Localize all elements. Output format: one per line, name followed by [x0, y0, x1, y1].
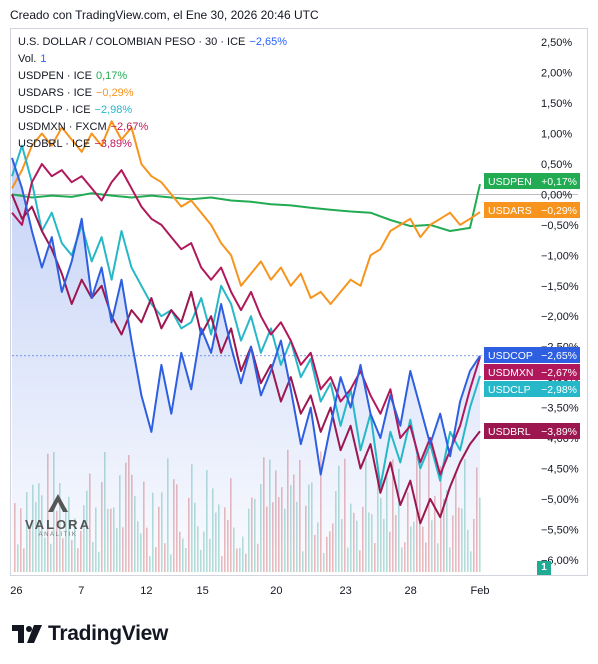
legend-row-1: USDARS · ICE −0,29%	[18, 85, 287, 102]
y-tick-label: −1,50%	[541, 281, 579, 293]
series-line-usdcop	[11, 157, 481, 476]
legend-main-symbol: U.S. DOLLAR / COLOMBIAN PESO · 30 · ICE	[18, 36, 246, 48]
series-line-usdars	[11, 120, 481, 305]
tradingview-icon	[12, 625, 42, 643]
price-label-symbol: USDARS	[488, 205, 532, 217]
series-lines	[11, 120, 578, 525]
legend-change: −0,29%	[95, 87, 134, 99]
price-label-value: −2,67%	[541, 367, 577, 379]
y-tick-label: −5,50%	[541, 524, 579, 536]
x-tick-label: 15	[197, 585, 209, 597]
price-label-bg	[484, 347, 580, 363]
tradingview-brand: TradingView	[48, 622, 169, 645]
legend-main: U.S. DOLLAR / COLOMBIAN PESO · 30 · ICE −…	[18, 34, 287, 51]
legend-volume: Vol. 1	[18, 51, 287, 68]
y-axis: 2,50% 2,00% 1,50% 1,00% 0,50% 0,00% −0,50% −1,0…	[541, 37, 579, 567]
legend-change: −2,98%	[94, 104, 133, 116]
price-label-usdpen: USDPEN +0,17%	[484, 173, 580, 189]
tradingview-logo[interactable]: TradingView	[12, 622, 168, 646]
price-label-usdars: USDARS −0,29%	[484, 202, 580, 218]
price-label-bg	[484, 364, 580, 380]
legend-volume-value: 1	[40, 53, 47, 65]
valora-logo-icon	[48, 494, 68, 512]
x-tick-label: 26	[10, 585, 22, 597]
price-label-usdclp: USDCLP −2,98%	[484, 381, 580, 397]
price-labels: USDPEN +0,17% USDARS −0,29% USDCLP −2,98% USDM…	[484, 173, 580, 439]
legend-symbol: USDPEN · ICE	[18, 70, 92, 82]
chart-frame[interactable]	[10, 28, 588, 576]
series-line-usdmxn	[11, 163, 481, 476]
chart-caption: Creado con TradingView.com, el Ene 30, 2…	[10, 8, 319, 22]
price-label-symbol: USDBRL	[488, 426, 531, 438]
x-tick-label: 20	[270, 585, 282, 597]
price-label-usdmxn: USDMXN −2,67%	[484, 364, 580, 380]
price-label-value: −0,29%	[541, 205, 577, 217]
y-tick-label: 0,00%	[541, 189, 572, 201]
price-label-value: −3,89%	[541, 426, 577, 438]
price-label-symbol: USDPEN	[488, 176, 532, 188]
y-tick-label: 1,50%	[541, 98, 572, 110]
price-label-value: +0,17%	[541, 176, 577, 188]
series-line-usdbrl	[11, 194, 481, 525]
price-label-usdcop: USDCOP −2,65%	[484, 347, 580, 363]
legend-symbol: USDARS · ICE	[18, 87, 92, 99]
chart-canvas[interactable]: 2,50% 2,00% 1,50% 1,00% 0,50% 0,00% −0,50% −1,0…	[0, 0, 598, 610]
y-tick-label: 2,50%	[541, 37, 572, 49]
price-label-bg	[484, 173, 580, 189]
y-tick-label: 2,00%	[541, 68, 572, 80]
y-tick-label: 0,50%	[541, 159, 572, 171]
x-tick-label: 28	[405, 585, 417, 597]
x-tick-label: 7	[78, 585, 84, 597]
legend-symbol: USDMXN · FXCM	[18, 121, 107, 133]
price-label-symbol: USDCLP	[488, 384, 531, 396]
legend-symbol: USDCLP · ICE	[18, 104, 91, 116]
price-label-bg	[484, 423, 580, 439]
y-tick-label: −3,50%	[541, 403, 579, 415]
watermark-name: VALORA	[25, 517, 91, 532]
price-label-value: −2,65%	[541, 350, 577, 362]
legend-row-0: USDPEN · ICE 0,17%	[18, 68, 287, 85]
y-tick-label: −4,50%	[541, 463, 579, 475]
legend-volume-label: Vol.	[18, 53, 37, 65]
x-tick-label: 23	[340, 585, 352, 597]
legend-change: 0,17%	[95, 70, 128, 82]
legend-row-2: USDCLP · ICE −2,98%	[18, 102, 287, 119]
series-line-usdpen	[11, 183, 481, 232]
price-label-value: −2,98%	[541, 384, 577, 396]
chart-legend: U.S. DOLLAR / COLOMBIAN PESO · 30 · ICE −…	[18, 34, 287, 153]
price-label-symbol: USDCOP	[488, 350, 533, 362]
y-tick-label: 1,00%	[541, 129, 572, 141]
volume-badge[interactable]: 1	[537, 561, 551, 575]
valora-watermark: VALORA ANALITIK	[20, 494, 96, 538]
price-label-bg	[484, 381, 580, 397]
y-tick-label: −1,00%	[541, 250, 579, 262]
legend-symbol: USDBRL · ICE	[18, 138, 91, 150]
x-tick-label: Feb	[471, 585, 490, 597]
x-axis: 26 7 12 15 20 23 28 Feb	[10, 585, 489, 597]
series-line-usdclp	[11, 144, 481, 488]
y-tick-label: −0,50%	[541, 220, 579, 232]
y-tick-label: −5,00%	[541, 494, 579, 506]
price-label-usdbrl: USDBRL −3,89%	[484, 423, 580, 439]
watermark-sub: ANALITIK	[38, 532, 78, 538]
price-label-symbol: USDMXN	[488, 367, 534, 379]
y-tick-label: −2,00%	[541, 311, 579, 323]
price-label-bg	[484, 202, 580, 218]
legend-main-change: −2,65%	[249, 36, 288, 48]
legend-change: −2,67%	[110, 121, 149, 133]
legend-row-4: USDBRL · ICE −3,89%	[18, 136, 287, 153]
x-tick-label: 12	[140, 585, 152, 597]
legend-change: −3,89%	[94, 138, 132, 150]
legend-row-3: USDMXN · FXCM −2,67%	[18, 119, 287, 136]
